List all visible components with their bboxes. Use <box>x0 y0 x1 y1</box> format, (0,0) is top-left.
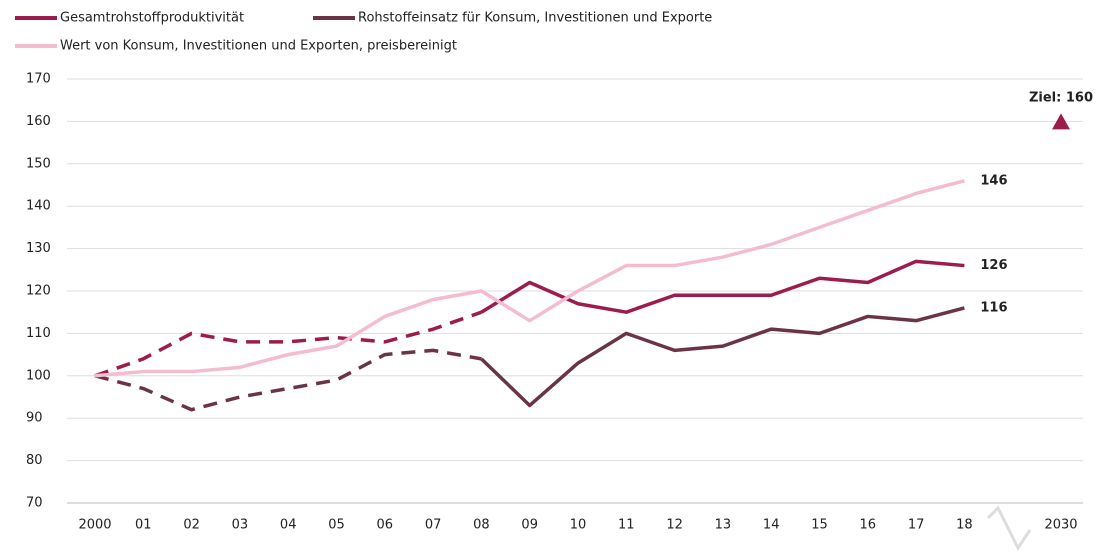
x-tick-label: 04 <box>280 518 297 533</box>
legend-label: Gesamtrohstoffproduktivität <box>60 11 244 26</box>
x-tick-label: 13 <box>715 518 732 533</box>
x-tick-label: 07 <box>425 518 442 533</box>
x-tick-label: 2030 <box>1044 518 1077 533</box>
legend-label: Wert von Konsum, Investitionen und Expor… <box>60 39 457 54</box>
x-tick-label: 09 <box>521 518 538 533</box>
x-tick-label: 05 <box>328 518 345 533</box>
series-line <box>480 259 965 314</box>
x-tick-label: 14 <box>763 518 780 533</box>
series-line <box>94 179 965 378</box>
y-tick-label: 120 <box>26 284 51 299</box>
legend-label: Rohstoffeinsatz für Konsum, Investitione… <box>358 11 712 26</box>
end-label: 126 <box>980 258 1007 273</box>
y-tick-label: 100 <box>26 368 51 383</box>
y-tick-label: 80 <box>26 453 43 468</box>
y-tick-label: 150 <box>26 156 51 171</box>
end-label: 146 <box>980 173 1007 188</box>
series-line <box>94 348 482 412</box>
y-tick-label: 160 <box>26 114 51 129</box>
y-tick-label: 90 <box>26 411 43 426</box>
y-tick-label: 140 <box>26 199 51 214</box>
x-tick-label: 06 <box>377 518 394 533</box>
x-tick-label: 02 <box>183 518 200 533</box>
series-line <box>94 310 482 378</box>
x-tick-label: 18 <box>956 518 973 533</box>
axis-break <box>986 505 1032 551</box>
x-tick-label: 15 <box>811 518 828 533</box>
target-label: Ziel: 160 <box>1029 91 1093 106</box>
x-tick-label: 01 <box>135 518 152 533</box>
x-tick-label: 10 <box>570 518 587 533</box>
y-tick-label: 110 <box>26 326 51 341</box>
x-tick-label: 03 <box>232 518 249 533</box>
x-tick-label: 12 <box>666 518 683 533</box>
x-tick-label: 2000 <box>78 518 111 533</box>
y-tick-label: 70 <box>26 496 43 511</box>
end-label: 116 <box>980 300 1007 315</box>
target-marker <box>1052 113 1070 130</box>
x-tick-label: 11 <box>618 518 635 533</box>
y-tick-label: 170 <box>26 72 51 87</box>
x-tick-label: 16 <box>860 518 877 533</box>
x-tick-label: 17 <box>908 518 925 533</box>
x-tick-label: 08 <box>473 518 490 533</box>
y-tick-label: 130 <box>26 241 51 256</box>
series-line <box>480 306 965 408</box>
